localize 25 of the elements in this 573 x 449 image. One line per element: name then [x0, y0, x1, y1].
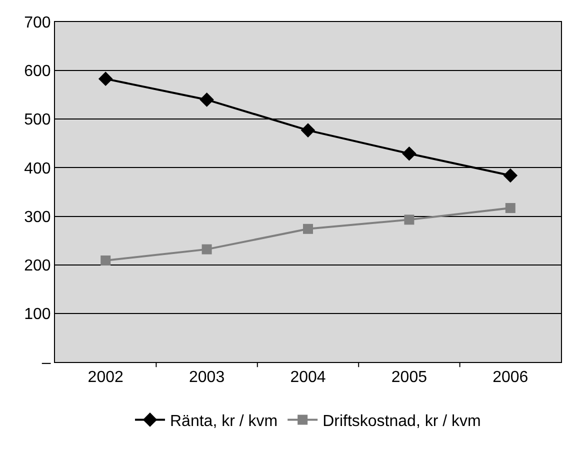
y-tick-label: 700	[24, 14, 51, 32]
x-tick-label: 2002	[88, 369, 124, 386]
point	[503, 168, 518, 183]
y-tick-label: 300	[24, 208, 51, 226]
point	[98, 72, 113, 86]
y-tick-label: 400	[24, 160, 51, 178]
legend-label: Driftskostnad, kr / kvm	[322, 412, 481, 430]
y-tick-label: 100	[24, 306, 51, 324]
point	[300, 123, 316, 138]
x-tick-label: 2004	[290, 369, 326, 386]
point	[505, 203, 516, 214]
point	[402, 146, 416, 161]
y-tick-label: –	[42, 354, 51, 372]
x-tick-label: 2006	[492, 369, 528, 386]
y-tick-label: 600	[24, 63, 51, 80]
x-tick-label: 2005	[391, 369, 428, 386]
point	[404, 214, 414, 225]
legend-label: Ränta, kr / kvm	[170, 412, 278, 430]
point	[200, 92, 214, 107]
point	[202, 244, 212, 254]
point	[303, 224, 313, 234]
x-tick-label: 2003	[189, 369, 225, 386]
point	[100, 255, 111, 266]
y-tick-label: 200	[24, 257, 51, 274]
y-tick-label: 500	[24, 112, 51, 129]
